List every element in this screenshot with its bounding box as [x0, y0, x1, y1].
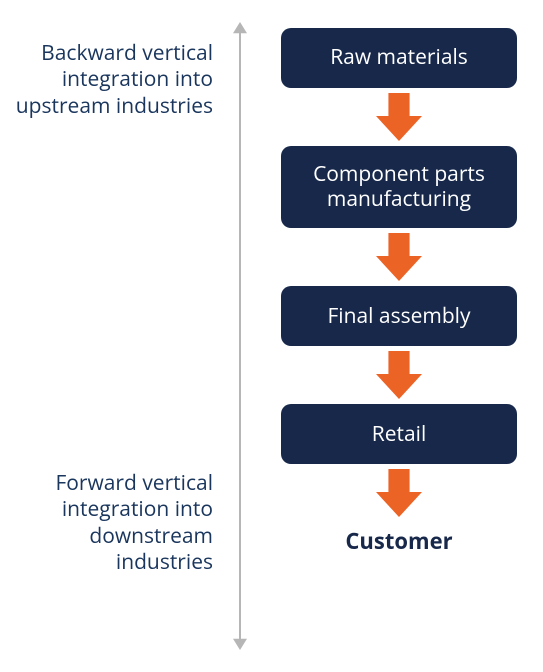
stage-label: Retail [372, 422, 427, 447]
side-labels-column: Backward vertical integration into upstr… [0, 0, 225, 672]
forward-integration-label: Forward vertical integration into downst… [0, 470, 213, 575]
stage-label: Final assembly [327, 304, 470, 329]
down-arrow-icon [376, 346, 422, 404]
stage-box: Retail [281, 404, 517, 464]
customer-label: Customer [345, 526, 452, 556]
down-arrow-icon [376, 464, 422, 522]
stage-label: Component parts manufacturing [299, 162, 499, 212]
double-arrow-axis-icon [230, 18, 250, 654]
stage-box: Final assembly [281, 286, 517, 346]
stages-column: Raw materials Component parts manufacturi… [255, 0, 543, 672]
stage-box: Component parts manufacturing [281, 146, 517, 228]
down-arrow-icon [376, 88, 422, 146]
vertical-axis [225, 0, 255, 672]
down-arrow-icon [376, 228, 422, 286]
backward-integration-label: Backward vertical integration into upstr… [0, 40, 213, 119]
diagram-root: Backward vertical integration into upstr… [0, 0, 543, 672]
stage-label: Raw materials [330, 45, 468, 70]
stage-box: Raw materials [281, 28, 517, 88]
